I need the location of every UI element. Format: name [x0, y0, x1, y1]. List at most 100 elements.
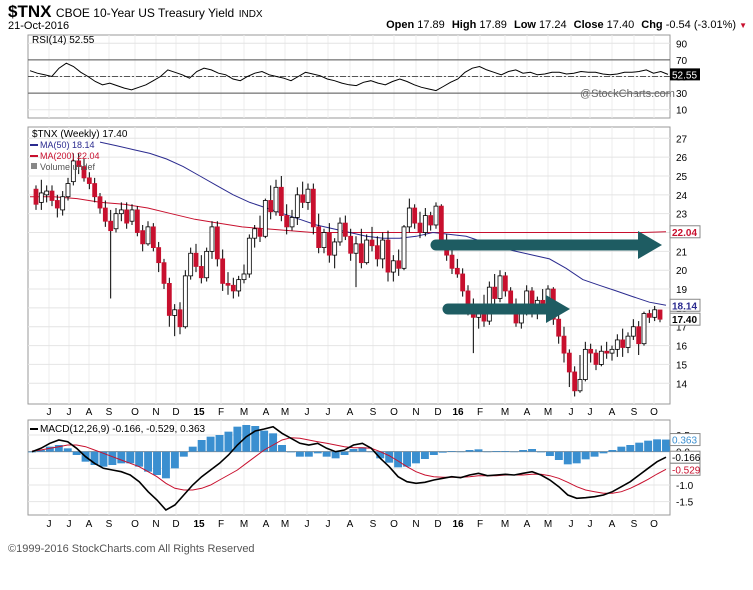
macd-histogram-bar	[617, 446, 626, 452]
low-value: 17.24	[539, 19, 567, 31]
macd-tick-label: -1.5	[676, 498, 694, 509]
macd-x-tick-label: J	[67, 519, 72, 530]
symbol-title: $TNX	[8, 2, 52, 21]
macd-signal-last-value-label: -0.529	[672, 465, 701, 476]
price-x-tick-label: J	[67, 407, 72, 418]
price-x-tick-label: A	[347, 407, 354, 418]
close-last-value-label: 17.40	[672, 315, 697, 326]
candle-body	[374, 245, 380, 260]
candle-body	[454, 267, 460, 275]
macd-histogram-bar	[72, 451, 81, 455]
macd-histogram-bar	[367, 451, 376, 453]
candle-body	[636, 326, 642, 345]
price-x-tick-label: F	[477, 407, 483, 418]
candle-body	[230, 284, 236, 292]
macd-histogram-bar	[635, 442, 644, 452]
candle-body	[310, 188, 316, 228]
rsi-tick-label: 30	[676, 89, 688, 100]
macd-hist-last-value-badge	[669, 433, 701, 447]
macd-signal-last-value-badge	[669, 462, 701, 476]
candle-body	[582, 348, 588, 380]
open-value: 17.89	[417, 19, 445, 31]
macd-histogram-bar	[117, 451, 126, 464]
macd-histogram-bar	[349, 449, 358, 452]
rsi-legend: RSI(14) 52.55	[32, 35, 95, 46]
macd-histogram-bar	[519, 450, 528, 452]
price-x-tick-label: J	[326, 407, 331, 418]
candle-body	[646, 313, 652, 318]
price-x-tick-label: A	[524, 407, 531, 418]
candle-body	[300, 194, 306, 203]
candle-body	[417, 222, 423, 233]
macd-x-tick-label: 16	[452, 519, 464, 530]
macd-histogram-bar	[179, 451, 188, 457]
candle-body	[406, 207, 412, 228]
candle-body	[102, 207, 108, 222]
candle-body	[358, 243, 364, 264]
macd-histogram-bar	[492, 451, 501, 452]
candle-body	[129, 209, 135, 222]
price-x-tick-label: 15	[193, 407, 205, 418]
ma50-legend-label: MA(50) 18.14	[40, 140, 95, 150]
candle-body	[65, 183, 71, 198]
ohlc-readout: Open 17.89 High 17.89 Low 17.24 Close 17…	[386, 19, 747, 31]
candle-body	[38, 192, 44, 203]
macd-histogram-bar	[331, 451, 340, 459]
macd-histogram-bar	[45, 446, 54, 452]
price-x-tick-label: F	[218, 407, 224, 418]
price-tick-label: 17	[676, 323, 688, 334]
macd-x-tick-label: S	[106, 519, 113, 530]
price-x-tick-label: S	[106, 407, 113, 418]
macd-histogram-bar	[188, 446, 197, 452]
macd-x-tick-label: M	[240, 519, 248, 530]
macd-x-tick-label: S	[370, 519, 377, 530]
ma200-legend-label: MA(200) 22.04	[40, 151, 100, 161]
candle-body	[177, 309, 183, 328]
candle-body	[140, 230, 146, 245]
macd-histogram-bar	[358, 447, 367, 452]
macd-histogram-bar	[581, 451, 590, 460]
price-x-tick-label: M	[544, 407, 552, 418]
candle-body	[460, 273, 466, 292]
macd-last-value-label: -0.166	[672, 453, 701, 464]
candle-body	[70, 160, 76, 183]
candle-body	[492, 286, 498, 299]
candle-body	[156, 247, 162, 264]
volume-legend-label: Volume undef	[40, 162, 96, 172]
support-arrow-head	[546, 295, 570, 323]
macd-x-tick-label: A	[86, 519, 93, 530]
copyright-footer: ©1999-2016 StockCharts.com All Rights Re…	[8, 543, 255, 555]
price-x-tick-label: N	[152, 407, 159, 418]
macd-histogram-bar	[608, 450, 617, 452]
macd-histogram-bar	[403, 451, 412, 467]
candle-body	[246, 237, 252, 275]
candle-body	[44, 190, 50, 196]
high-value: 17.89	[479, 19, 507, 31]
macd-histogram-bar	[36, 450, 45, 452]
price-x-tick-label: 16	[452, 407, 464, 418]
candle-body	[396, 260, 402, 269]
candle-body	[241, 273, 247, 281]
price-tick-label: 27	[676, 134, 688, 145]
macd-histogram-bar	[108, 451, 117, 465]
candle-body	[332, 241, 338, 256]
candle-body	[97, 196, 103, 209]
macd-histogram-bar	[456, 451, 465, 453]
macd-histogram-bar	[278, 445, 286, 452]
macd-histogram-bar	[197, 440, 206, 452]
candle-body	[321, 232, 327, 248]
candle-body	[561, 335, 567, 354]
price-panel-frame	[27, 126, 671, 405]
macd-histogram-bar	[260, 430, 269, 452]
candle-body	[134, 209, 140, 233]
macd-x-tick-label: M	[544, 519, 552, 530]
candle-body	[268, 200, 274, 213]
candle-body	[145, 226, 151, 245]
candle-body	[305, 188, 311, 203]
candle-body	[214, 226, 220, 260]
candle-body	[81, 166, 87, 179]
price-x-tick-label: M	[240, 407, 248, 418]
macd-histogram-bar	[599, 451, 608, 454]
macd-histogram-bar	[528, 449, 537, 452]
candle-body	[412, 207, 418, 224]
